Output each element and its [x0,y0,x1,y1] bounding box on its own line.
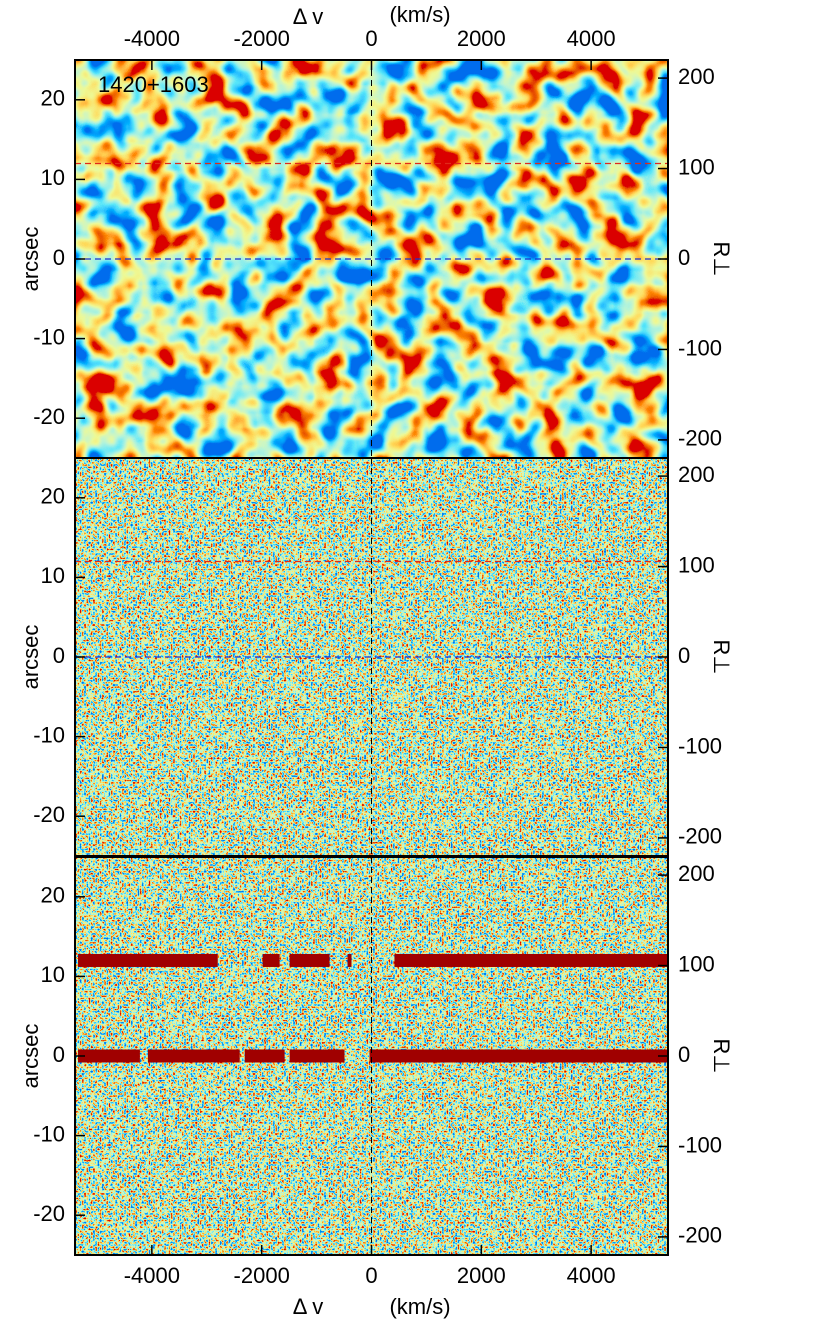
emission-band [244,1049,285,1063]
y-axis-label: arcsec [18,227,43,292]
y2-tick-label: 0 [678,643,690,668]
y-tick-label: -20 [33,802,65,827]
emission-band [78,1049,140,1063]
y-tick-label: 10 [41,165,65,190]
object-label: 1420+1603 [98,72,209,97]
y2-axis-label: R⊥ [709,1038,734,1073]
y2-tick-label: 200 [678,64,715,89]
y-tick-label: 10 [41,563,65,588]
x-tick-label: 0 [365,26,377,51]
y-tick-label: -10 [33,722,65,747]
x-axis-label: Δ v [293,1294,324,1319]
y2-tick-label: 100 [678,951,715,976]
y-tick-label: 0 [53,1042,65,1067]
y2-tick-label: -200 [678,824,722,849]
emission-band [369,1049,668,1063]
y-tick-label: -10 [33,324,65,349]
emission-band [394,953,668,967]
x-axis-label: Δ v [293,4,324,29]
y-tick-label: -20 [33,1201,65,1226]
y-tick-label: 0 [53,245,65,270]
x-tick-label: 2000 [457,26,506,51]
y-tick-label: 20 [41,484,65,509]
y2-tick-label: -200 [678,1223,722,1248]
emission-band [78,953,218,967]
y2-axis-label: R⊥ [709,241,734,276]
x-tick-label: -2000 [234,1263,290,1288]
y2-tick-label: 200 [678,462,715,487]
y-tick-label: -10 [33,1121,65,1146]
y2-tick-label: 100 [678,552,715,577]
emission-band [289,953,330,967]
y2-tick-label: 0 [678,245,690,270]
x-axis-unit: (km/s) [389,1294,450,1319]
y-tick-label: 20 [41,883,65,908]
y-tick-label: 20 [41,86,65,111]
x-tick-label: -4000 [124,26,180,51]
y2-tick-label: 100 [678,154,715,179]
y-tick-label: 10 [41,962,65,987]
y-axis-label: arcsec [18,1024,43,1089]
x-tick-label: 2000 [457,1263,506,1288]
y2-axis-label: R⊥ [709,639,734,674]
x-tick-label: 4000 [567,1263,616,1288]
emission-band [347,953,352,967]
y2-tick-label: -100 [678,335,722,360]
emission-band [289,1049,345,1063]
y2-tick-label: -100 [678,733,722,758]
y2-tick-label: 0 [678,1042,690,1067]
y2-tick-label: -100 [678,1132,722,1157]
y-axis-label: arcsec [18,625,43,690]
y2-tick-label: 200 [678,861,715,886]
x-tick-label: -4000 [124,1263,180,1288]
y-tick-label: 0 [53,643,65,668]
x-axis-unit: (km/s) [389,2,450,27]
emission-band [147,1049,240,1063]
y2-tick-label: -200 [678,426,722,451]
x-tick-label: 4000 [567,26,616,51]
x-tick-label: 0 [365,1263,377,1288]
emission-band [262,953,280,967]
x-tick-label: -2000 [234,26,290,51]
y-tick-label: -20 [33,404,65,429]
